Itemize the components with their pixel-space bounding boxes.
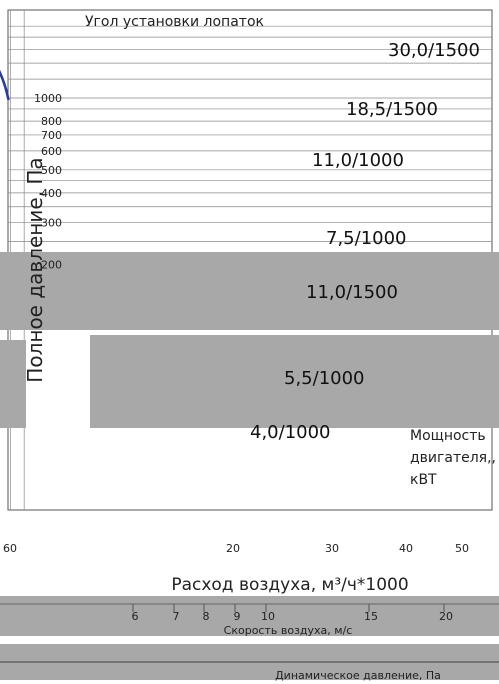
- curve-label: 11,0/1500: [306, 282, 398, 303]
- y-tick-label: 200: [41, 259, 62, 272]
- speed-tick-label: 15: [364, 610, 378, 623]
- gray-band-lower: [90, 335, 499, 428]
- speed-tick-label: 10: [261, 610, 275, 623]
- curves: [0, 69, 10, 101]
- y-tick-label: 800: [41, 115, 62, 128]
- curve-label: 18,5/1500: [346, 99, 438, 120]
- speed-tick-label: 9: [234, 610, 241, 623]
- x-tick-label: 40: [399, 542, 413, 555]
- curve-label: 4,0/1000: [250, 422, 331, 443]
- pressure-axis-label: Динамическое давление, Па: [275, 669, 441, 682]
- gray-bands: [0, 252, 499, 428]
- labels: 18263818264638Угол установки лопаток1000…: [3, 14, 496, 595]
- speed-axis-label: Скорость воздуха, м/с: [224, 624, 353, 637]
- curve-label: 11,0/1000: [312, 150, 404, 171]
- y-tick-label: 600: [41, 145, 62, 158]
- speed-scale-band: [0, 596, 499, 636]
- y-axis-label: Полное давление, Па: [23, 157, 47, 382]
- speed-tick-label: 7: [173, 610, 180, 623]
- bottom-scales: 6 7 8 9 10 15 20 Скорость воздуха, м/с Динамичес…: [0, 596, 499, 682]
- curve-label: 7,5/1000: [326, 228, 407, 249]
- x-tick-label: 30: [325, 542, 339, 555]
- y-tick-label: 300: [41, 217, 62, 230]
- curve-label: 30,0/1500: [388, 40, 480, 61]
- y-tick-label: 700: [41, 129, 62, 142]
- y-tick-label: 400: [41, 187, 62, 200]
- curve: [0, 69, 10, 101]
- x-tick-label: 60: [3, 542, 17, 555]
- x-axis-label: Расход воздуха, м³/ч*1000: [171, 575, 408, 595]
- power-legend-line3: кВТ: [410, 472, 437, 488]
- x-tick-label: 20: [226, 542, 240, 555]
- gray-band-upper: [0, 252, 499, 330]
- power-legend-line2: двигателя,,: [410, 450, 496, 466]
- curve-label: 5,5/1000: [284, 368, 365, 389]
- chart-title: Угол установки лопаток: [85, 14, 264, 30]
- x-tick-label: 50: [455, 542, 469, 555]
- y-tick-label: 500: [41, 164, 62, 177]
- speed-tick-label: 6: [132, 610, 139, 623]
- y-tick-label: 1000: [34, 92, 62, 105]
- speed-tick-label: 8: [203, 610, 210, 623]
- power-legend-line1: Мощность: [410, 428, 486, 444]
- speed-tick-label: 20: [439, 610, 453, 623]
- gray-band-left: [0, 340, 26, 428]
